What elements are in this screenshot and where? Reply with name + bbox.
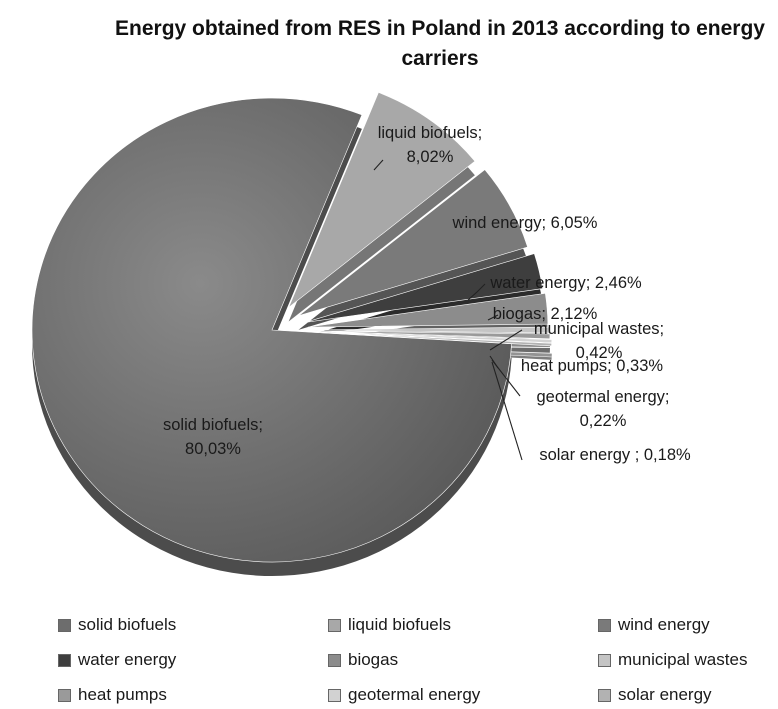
legend-swatch xyxy=(598,618,611,632)
leader-line-5 xyxy=(489,329,523,351)
pie-slice-municipal-wastes xyxy=(309,326,551,334)
legend-item-wind-energy: wind energy xyxy=(598,614,710,636)
legend-swatch xyxy=(58,618,71,632)
legend-swatch xyxy=(598,653,611,667)
pie-slice-solar-energy xyxy=(311,331,553,347)
legend-item-heat-pumps: heat pumps xyxy=(58,684,167,706)
legend-label: solid biofuels xyxy=(78,615,177,634)
legend-label: liquid biofuels xyxy=(348,615,452,634)
data-label-0-0: solid biofuels; xyxy=(163,416,263,434)
leader-line-8 xyxy=(491,361,523,461)
legend-item-solar-energy: solar energy xyxy=(598,684,712,706)
legend-swatch xyxy=(58,688,71,702)
data-label-1-1: 8,02% xyxy=(407,148,454,166)
pie-slice-heat-pumps xyxy=(309,330,551,340)
legend-label: geotermal energy xyxy=(348,685,481,704)
legend-swatch xyxy=(328,653,341,667)
data-label-5-1: 0,42% xyxy=(576,344,623,362)
legend-label: municipal wastes xyxy=(618,650,748,669)
data-label-7-1: 0,22% xyxy=(580,412,627,430)
legend-label: heat pumps xyxy=(78,685,167,704)
pie-slice-water-energy xyxy=(305,253,543,323)
leader-line-4 xyxy=(487,314,499,321)
legend-label: wind energy xyxy=(618,615,710,634)
leader-line-7 xyxy=(491,359,521,397)
legend-swatch xyxy=(58,653,71,667)
chart-title: Energy obtained from RES in Poland in 20… xyxy=(115,17,765,70)
data-label-6-0: heat pumps; 0,33% xyxy=(521,357,664,375)
legend-label: water energy xyxy=(78,650,177,669)
data-label-1-0: liquid biofuels; xyxy=(378,124,483,142)
data-label-0-1: 80,03% xyxy=(185,440,241,458)
legend-swatch xyxy=(598,688,611,702)
data-label-2-0: wind energy; 6,05% xyxy=(452,214,598,232)
data-label-5-0: municipal wastes; xyxy=(534,320,664,338)
legend-item-biogas: biogas xyxy=(328,649,398,671)
pie-slice-liquid-biofuels xyxy=(287,92,476,309)
pie-chart: solid biofuels; 80,03% liquid biofuels; 8,0… xyxy=(31,92,691,577)
legend-item-municipal-wastes: municipal wastes xyxy=(598,649,747,671)
leader-line-1 xyxy=(373,159,384,171)
data-label-3-0: water energy; 2,46% xyxy=(489,274,642,292)
legend-label: biogas xyxy=(348,650,399,669)
legend-item-water-energy: water energy xyxy=(58,649,176,671)
legend-item-solid-biofuels: solid biofuels xyxy=(58,614,176,636)
pie-slice-geotermal-energy xyxy=(311,331,553,344)
pie-slice-solid-biofuels xyxy=(31,97,512,563)
legend-swatch xyxy=(328,688,341,702)
pie-slice-wind-energy xyxy=(298,169,528,317)
data-label-8-0: solar energy ; 0,18% xyxy=(539,446,691,464)
legend-item-liquid-biofuels: liquid biofuels xyxy=(328,614,451,636)
leader-line-3 xyxy=(467,283,486,301)
legend-label: solar energy xyxy=(618,685,712,704)
data-label-7-0: geotermal energy; xyxy=(537,388,670,406)
data-label-4-0: biogas; 2,12% xyxy=(493,305,598,323)
pie-slice-biogas xyxy=(307,292,549,328)
legend-item-geotermal-energy: geotermal energy xyxy=(328,684,480,706)
legend-swatch xyxy=(328,618,341,632)
